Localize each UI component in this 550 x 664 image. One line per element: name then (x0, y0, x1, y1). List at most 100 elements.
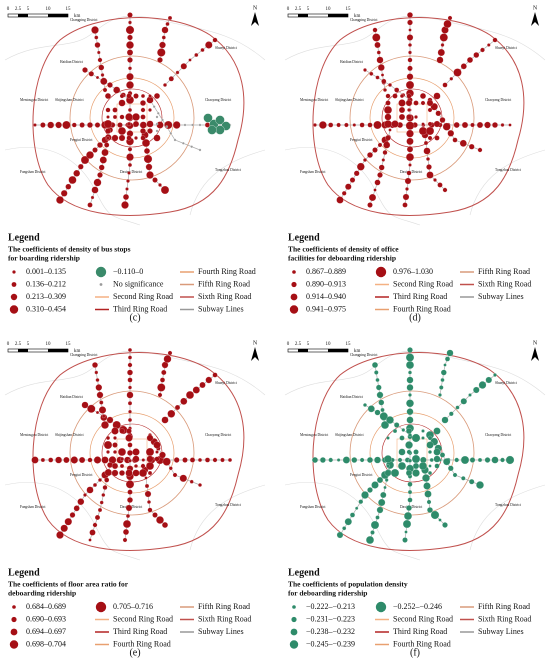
station-dot (418, 126, 428, 136)
station-dot (363, 158, 367, 162)
station-dot (408, 43, 412, 47)
station-dot (40, 457, 46, 463)
station-dot (147, 507, 153, 513)
station-dot (403, 512, 412, 521)
scale-label: 2.5 (15, 7, 22, 12)
district-label: Chaoyang District (485, 98, 511, 102)
station-dot (363, 68, 367, 72)
station-dot (433, 92, 441, 100)
district-label: Changping District (350, 18, 377, 22)
station-dot (163, 355, 172, 363)
station-dot (352, 123, 357, 127)
station-dot (125, 25, 135, 35)
sixth-ring-road (32, 352, 245, 551)
district-label: Fangshan District (300, 505, 325, 509)
station-dot (405, 427, 412, 434)
station-dot (373, 188, 377, 192)
station-dot (212, 37, 218, 43)
station-dot (370, 530, 375, 535)
map-panel: Changping District Shunyi District Haidian… (284, 340, 546, 658)
station-dot (386, 464, 390, 468)
district-label: Chaoyang District (205, 98, 231, 102)
district-label: Fangshan District (20, 505, 45, 509)
legend-label: Second Ring Road (393, 279, 453, 288)
legend-dot (290, 293, 298, 301)
station-dot (371, 362, 378, 369)
station-dot (155, 122, 159, 126)
station-dot (402, 202, 408, 208)
legend-label: −0.231–−0.223 (306, 614, 355, 623)
station-dot (147, 470, 153, 476)
legend-dot (12, 270, 16, 274)
station-dot (152, 512, 158, 518)
station-dot (122, 529, 129, 536)
station-dot (180, 397, 188, 405)
station-dot (163, 83, 167, 87)
district-label: Shijingshan District (55, 433, 84, 437)
station-dot (147, 128, 153, 134)
station-dot (390, 468, 400, 478)
station-dot (140, 107, 146, 113)
station-dot (405, 121, 415, 130)
legend-label: 0.976–1.030 (393, 267, 433, 276)
district-label: Mentougou District (20, 98, 48, 102)
legend-title: Legend (288, 232, 320, 243)
station-dot (367, 122, 373, 128)
district-label: Tongzhou District (495, 503, 521, 507)
station-dot (342, 456, 351, 464)
map-panel: Changping District Shunyi District Haidian… (284, 5, 546, 323)
station-dot (377, 142, 383, 148)
station-dot (414, 115, 418, 119)
station-dot (448, 465, 454, 472)
station-dot (146, 461, 155, 470)
station-dot (155, 115, 159, 119)
sixth-ring-road (312, 17, 525, 216)
station-dot (140, 114, 146, 120)
station-dot (406, 384, 414, 391)
station-dot (439, 33, 448, 42)
station-dot (70, 456, 79, 464)
scale-label: 15 (66, 342, 72, 347)
station-dot (376, 50, 381, 55)
district-label: Shunyi District (495, 381, 517, 385)
legend-label: 0.213–0.309 (26, 292, 66, 301)
legend-dot (99, 283, 103, 286)
station-dot (367, 405, 375, 413)
station-dot (128, 66, 132, 71)
station-dot (104, 468, 112, 477)
station-dot (421, 122, 425, 126)
station-dot (378, 399, 385, 406)
district-label: Daxing District (120, 170, 142, 174)
legend-label: −0.252–−0.246 (393, 602, 442, 611)
legend-label: Sixth Ring Road (198, 614, 251, 623)
station-dot (408, 28, 412, 32)
station-dot (406, 416, 414, 424)
station-dot (381, 158, 386, 162)
station-dot (132, 455, 140, 463)
station-dot (119, 463, 125, 469)
district-label: Fangshan District (20, 170, 45, 174)
station-dot (104, 92, 111, 99)
scale-label: 5 (27, 342, 30, 347)
station-dot (385, 93, 391, 99)
station-dot (179, 474, 187, 482)
station-dot (487, 43, 491, 47)
scale-bar-fill (18, 349, 28, 352)
station-dot (161, 369, 167, 376)
station-dot (438, 393, 442, 397)
station-dot (374, 409, 381, 416)
legend-label: 0.890–0.913 (306, 279, 346, 288)
station-dot (402, 519, 412, 529)
district-label: Shijingshan District (55, 98, 84, 102)
station-dot (188, 58, 192, 62)
station-dot (122, 537, 128, 543)
station-dot (398, 448, 406, 456)
station-dot (384, 478, 389, 482)
station-dot (97, 50, 101, 55)
legend-label: Subway Lines (198, 304, 244, 313)
legend-dot (290, 628, 298, 636)
station-dot (439, 452, 446, 458)
station-dot (165, 22, 170, 27)
station-dot (459, 139, 467, 147)
station-dot (397, 457, 403, 463)
